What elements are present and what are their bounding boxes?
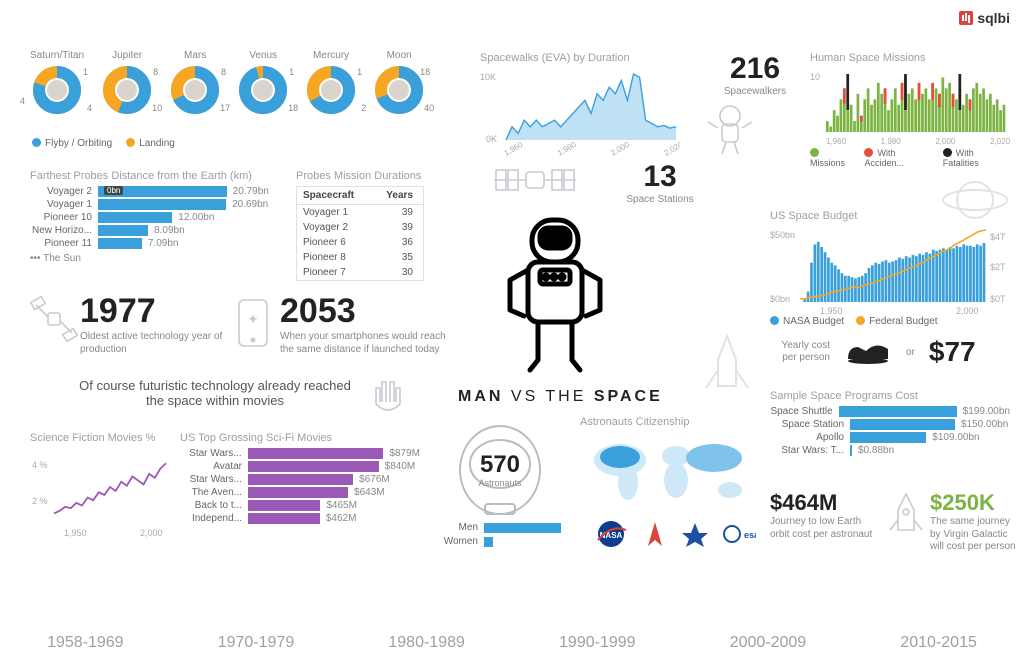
planet-icon xyxy=(940,172,1010,228)
smartphone-year: 2053 When your smartphones would reach t… xyxy=(280,292,450,356)
nasa-icon: NASA xyxy=(594,520,628,548)
svg-text:1,950: 1,950 xyxy=(64,528,87,538)
svg-text:2,000: 2,000 xyxy=(140,528,163,538)
vulcan-icon xyxy=(370,372,406,416)
svg-text:1,960: 1,960 xyxy=(826,137,847,146)
svg-text:10K: 10K xyxy=(480,72,496,82)
svg-text:esa: esa xyxy=(744,530,756,540)
svg-text:$0T: $0T xyxy=(990,294,1006,304)
svg-text:2,020: 2,020 xyxy=(990,137,1010,146)
svg-text:1,980: 1,980 xyxy=(556,140,578,158)
probes-panel: Farthest Probes Distance from the Earth … xyxy=(30,170,280,264)
svg-text:$50bn: $50bn xyxy=(770,230,795,240)
svg-text:2,000: 2,000 xyxy=(935,137,956,146)
svg-text:✦: ✦ xyxy=(247,311,259,327)
svg-text:0K: 0K xyxy=(486,134,497,144)
journey-cost: $464M Journey to low Earth orbit cost pe… xyxy=(770,490,880,541)
gender-bar: Men Women xyxy=(440,522,580,547)
esa-icon: esa xyxy=(722,520,756,548)
svg-text:1,950: 1,950 xyxy=(820,306,843,316)
svg-text:$4T: $4T xyxy=(990,232,1006,242)
planet-donuts: Saturn/Titan 14Jupiter 810Mars 817Venus … xyxy=(30,50,424,115)
svg-text:1,960: 1,960 xyxy=(503,140,525,158)
svg-text:10: 10 xyxy=(810,72,820,82)
oldest-tech: 1977 Oldest active technology year of pr… xyxy=(80,292,230,356)
svg-text:4 %: 4 % xyxy=(32,460,48,470)
movies-tag: Of course futuristic technology already … xyxy=(70,378,360,408)
missions-chart: Human Space Missions 10 1,9601,9802,0002… xyxy=(810,52,1010,168)
svg-text:1,980: 1,980 xyxy=(881,137,902,146)
probes-title: Farthest Probes Distance from the Earth … xyxy=(30,170,280,182)
durations-panel: Probes Mission Durations SpacecraftYears… xyxy=(296,170,424,281)
top-movies: US Top Grossing Sci-Fi Movies Star Wars.… xyxy=(180,432,420,526)
shuttle-icon xyxy=(700,330,754,400)
hero-title: MAN VS THE SPACE xyxy=(458,388,663,406)
programs-panel: Sample Space Programs Cost Space Shuttle… xyxy=(770,390,1010,458)
spacewalkers: 216 Spacewalkers xyxy=(700,52,810,99)
virgin-cost: $250K The same journey by Virgin Galacti… xyxy=(930,490,1020,554)
svg-text:2,000: 2,000 xyxy=(956,306,979,316)
svg-text:$0bn: $0bn xyxy=(770,294,790,304)
donut-legend: Flyby / Orbiting Landing xyxy=(32,138,175,149)
svg-text:2,020: 2,020 xyxy=(663,140,681,158)
space-stations: 13 Space Stations xyxy=(590,160,730,207)
roscosmos-icon xyxy=(642,520,668,548)
shoe-icon xyxy=(844,337,892,367)
svg-text:Astronauts: Astronauts xyxy=(478,478,522,488)
cnsa-icon xyxy=(682,520,708,548)
svg-text:2,000: 2,000 xyxy=(609,140,631,158)
astronaut-hero-icon xyxy=(490,210,620,380)
agency-logos: NASA esa xyxy=(594,520,756,548)
svg-text:570: 570 xyxy=(480,451,520,478)
station-icon xyxy=(490,160,580,200)
svg-text:2 %: 2 % xyxy=(32,496,48,506)
scifi-pct-chart: Science Fiction Movies % 4 % 2 % 1,950 2… xyxy=(30,432,170,538)
eva-chart: Spacewalks (EVA) by Duration 10K 0K 1,96… xyxy=(480,52,680,158)
astronaut-count: 570 Astronauts xyxy=(440,420,560,520)
brand-logo: sqlbi xyxy=(959,10,1010,26)
satellite-icon xyxy=(30,295,78,343)
phone-icon: ✦ xyxy=(236,298,270,348)
svg-text:$2T: $2T xyxy=(990,262,1006,272)
yearly-cost: Yearly cost per person or $77 xyxy=(770,336,976,368)
astronaut-float-icon xyxy=(700,98,760,158)
rocket-icon xyxy=(886,490,926,546)
timeline: 1958-19691970-19791980-19891990-19992000… xyxy=(0,634,1024,652)
citizenship-map: Astronauts Citizenship xyxy=(580,416,750,512)
